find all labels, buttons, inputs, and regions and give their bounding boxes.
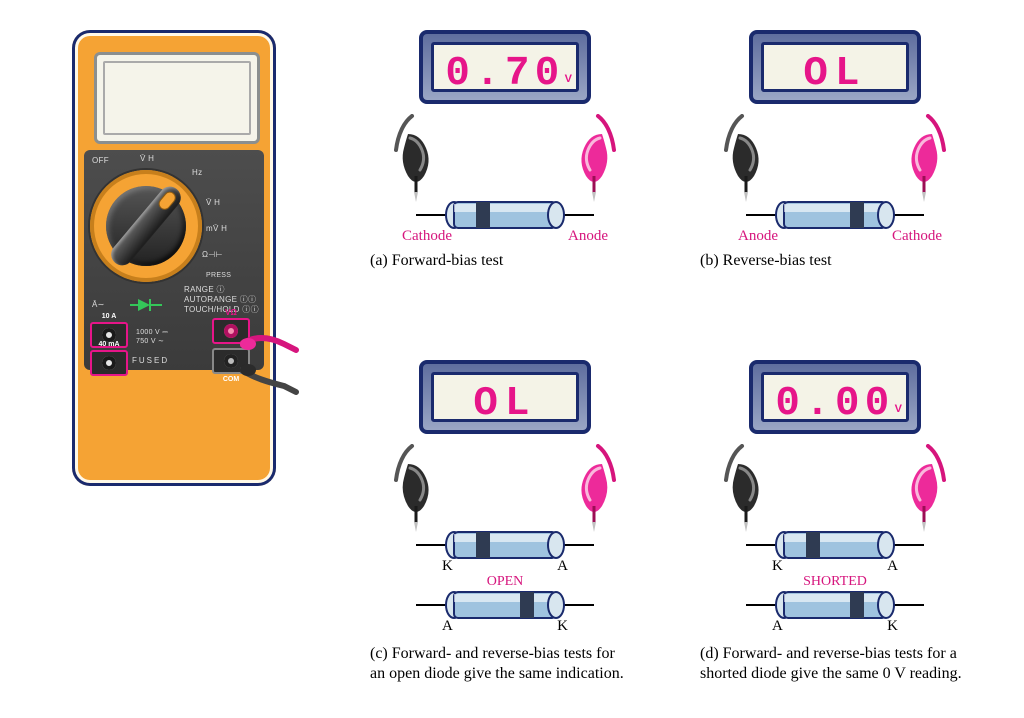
- probe-red-b: [902, 114, 950, 184]
- panel-d: 0.00 V K A SHORTED A K (d) Forward-: [700, 360, 970, 630]
- panel-b: OL Anode Cathode (b) Reverse-bias test: [700, 30, 970, 240]
- lcd-c: OL: [419, 360, 591, 434]
- lbl-aac: Ā∼: [92, 300, 105, 309]
- svg-text:0.70: 0.70: [445, 51, 564, 95]
- lcd-d-unit: V: [895, 403, 902, 415]
- lbl-hz: Hz: [192, 168, 202, 177]
- lbl-vh1: V̄ H: [140, 154, 154, 163]
- lcd-c-reading: OL: [434, 375, 576, 425]
- caption-c: (c) Forward- and reverse-bias tests for …: [370, 644, 630, 684]
- label-b-left: Anode: [738, 228, 778, 245]
- dial-knob: [106, 186, 186, 266]
- c-status: OPEN: [370, 574, 640, 590]
- probe-black-c: [390, 444, 438, 514]
- svg-text:OL: OL: [803, 51, 866, 95]
- c-bot-left: A: [442, 618, 453, 635]
- lbl-fused: FUSED: [132, 356, 169, 365]
- probe-red-c: [572, 444, 620, 514]
- lbl-press: PRESS: [206, 272, 231, 279]
- multimeter: OFF V̄ H Hz V̄ H mV̄ H Ω⊣⊢ PRESS RANGE ⓘ…: [72, 30, 276, 486]
- dmm-screen: [94, 52, 260, 144]
- jack-com: COM: [212, 348, 250, 374]
- jack-10a-label: 10 A: [92, 313, 126, 320]
- jack-40ma: 40 mA: [90, 350, 128, 376]
- diode-c-bottom: [446, 592, 564, 623]
- diode-d-top: [776, 532, 894, 558]
- diode-b: [776, 202, 894, 228]
- probe-black-b: [720, 114, 768, 184]
- probe-red-a: [572, 114, 620, 184]
- probe-black-a: [390, 114, 438, 184]
- jack-40ma-label: 40 mA: [92, 341, 126, 348]
- lcd-a-reading: 0.70: [434, 45, 576, 95]
- lbl-ratings: 1000 V ⎓ 750 V ∼: [136, 328, 168, 346]
- probe-red-d: [902, 444, 950, 514]
- lbl-mvh: mV̄ H: [206, 224, 227, 233]
- label-b-right: Cathode: [892, 228, 942, 245]
- lcd-d: 0.00 V: [749, 360, 921, 434]
- lcd-b-reading: OL: [764, 45, 906, 95]
- panel-a: 0.70 V Cathode Anode (a) Forward-bias te…: [370, 30, 640, 240]
- lbl-vh2: V̄ H: [206, 198, 220, 207]
- lcd-b: OL: [749, 30, 921, 104]
- jack-vohm: VΩ: [212, 318, 250, 344]
- c-top-right: A: [557, 558, 568, 575]
- d-top-right: A: [887, 558, 898, 575]
- panel-c: OL K A OPEN A K (c) Forward- and reverse…: [370, 360, 640, 630]
- c-top-left: K: [442, 558, 453, 575]
- diode-mode-icon: [130, 298, 164, 312]
- d-bot-right: K: [887, 618, 898, 635]
- d-status: SHORTED: [700, 574, 970, 590]
- diode-c-top: [446, 532, 564, 558]
- c-bot-right: K: [557, 618, 568, 635]
- caption-b: (b) Reverse-bias test: [700, 252, 832, 270]
- diode-a: [446, 202, 564, 228]
- lcd-d-reading: 0.00: [764, 375, 906, 425]
- svg-text:OL: OL: [473, 381, 536, 425]
- caption-d: (d) Forward- and reverse-bias tests for …: [700, 644, 970, 684]
- lcd-a: 0.70 V: [419, 30, 591, 104]
- lbl-off: OFF: [92, 156, 109, 165]
- jack-com-label: COM: [214, 376, 248, 383]
- lcd-a-unit: V: [565, 73, 572, 85]
- dmm-dial-area: OFF V̄ H Hz V̄ H mV̄ H Ω⊣⊢ PRESS RANGE ⓘ…: [84, 150, 264, 370]
- svg-text:0.00: 0.00: [775, 381, 894, 425]
- label-a-right: Anode: [568, 228, 608, 245]
- label-a-left: Cathode: [402, 228, 452, 245]
- d-top-left: K: [772, 558, 783, 575]
- d-bot-left: A: [772, 618, 783, 635]
- diode-d-bottom: [776, 592, 894, 623]
- lbl-ohm: Ω⊣⊢: [202, 250, 223, 259]
- caption-a: (a) Forward-bias test: [370, 252, 503, 270]
- probe-black-d: [720, 444, 768, 514]
